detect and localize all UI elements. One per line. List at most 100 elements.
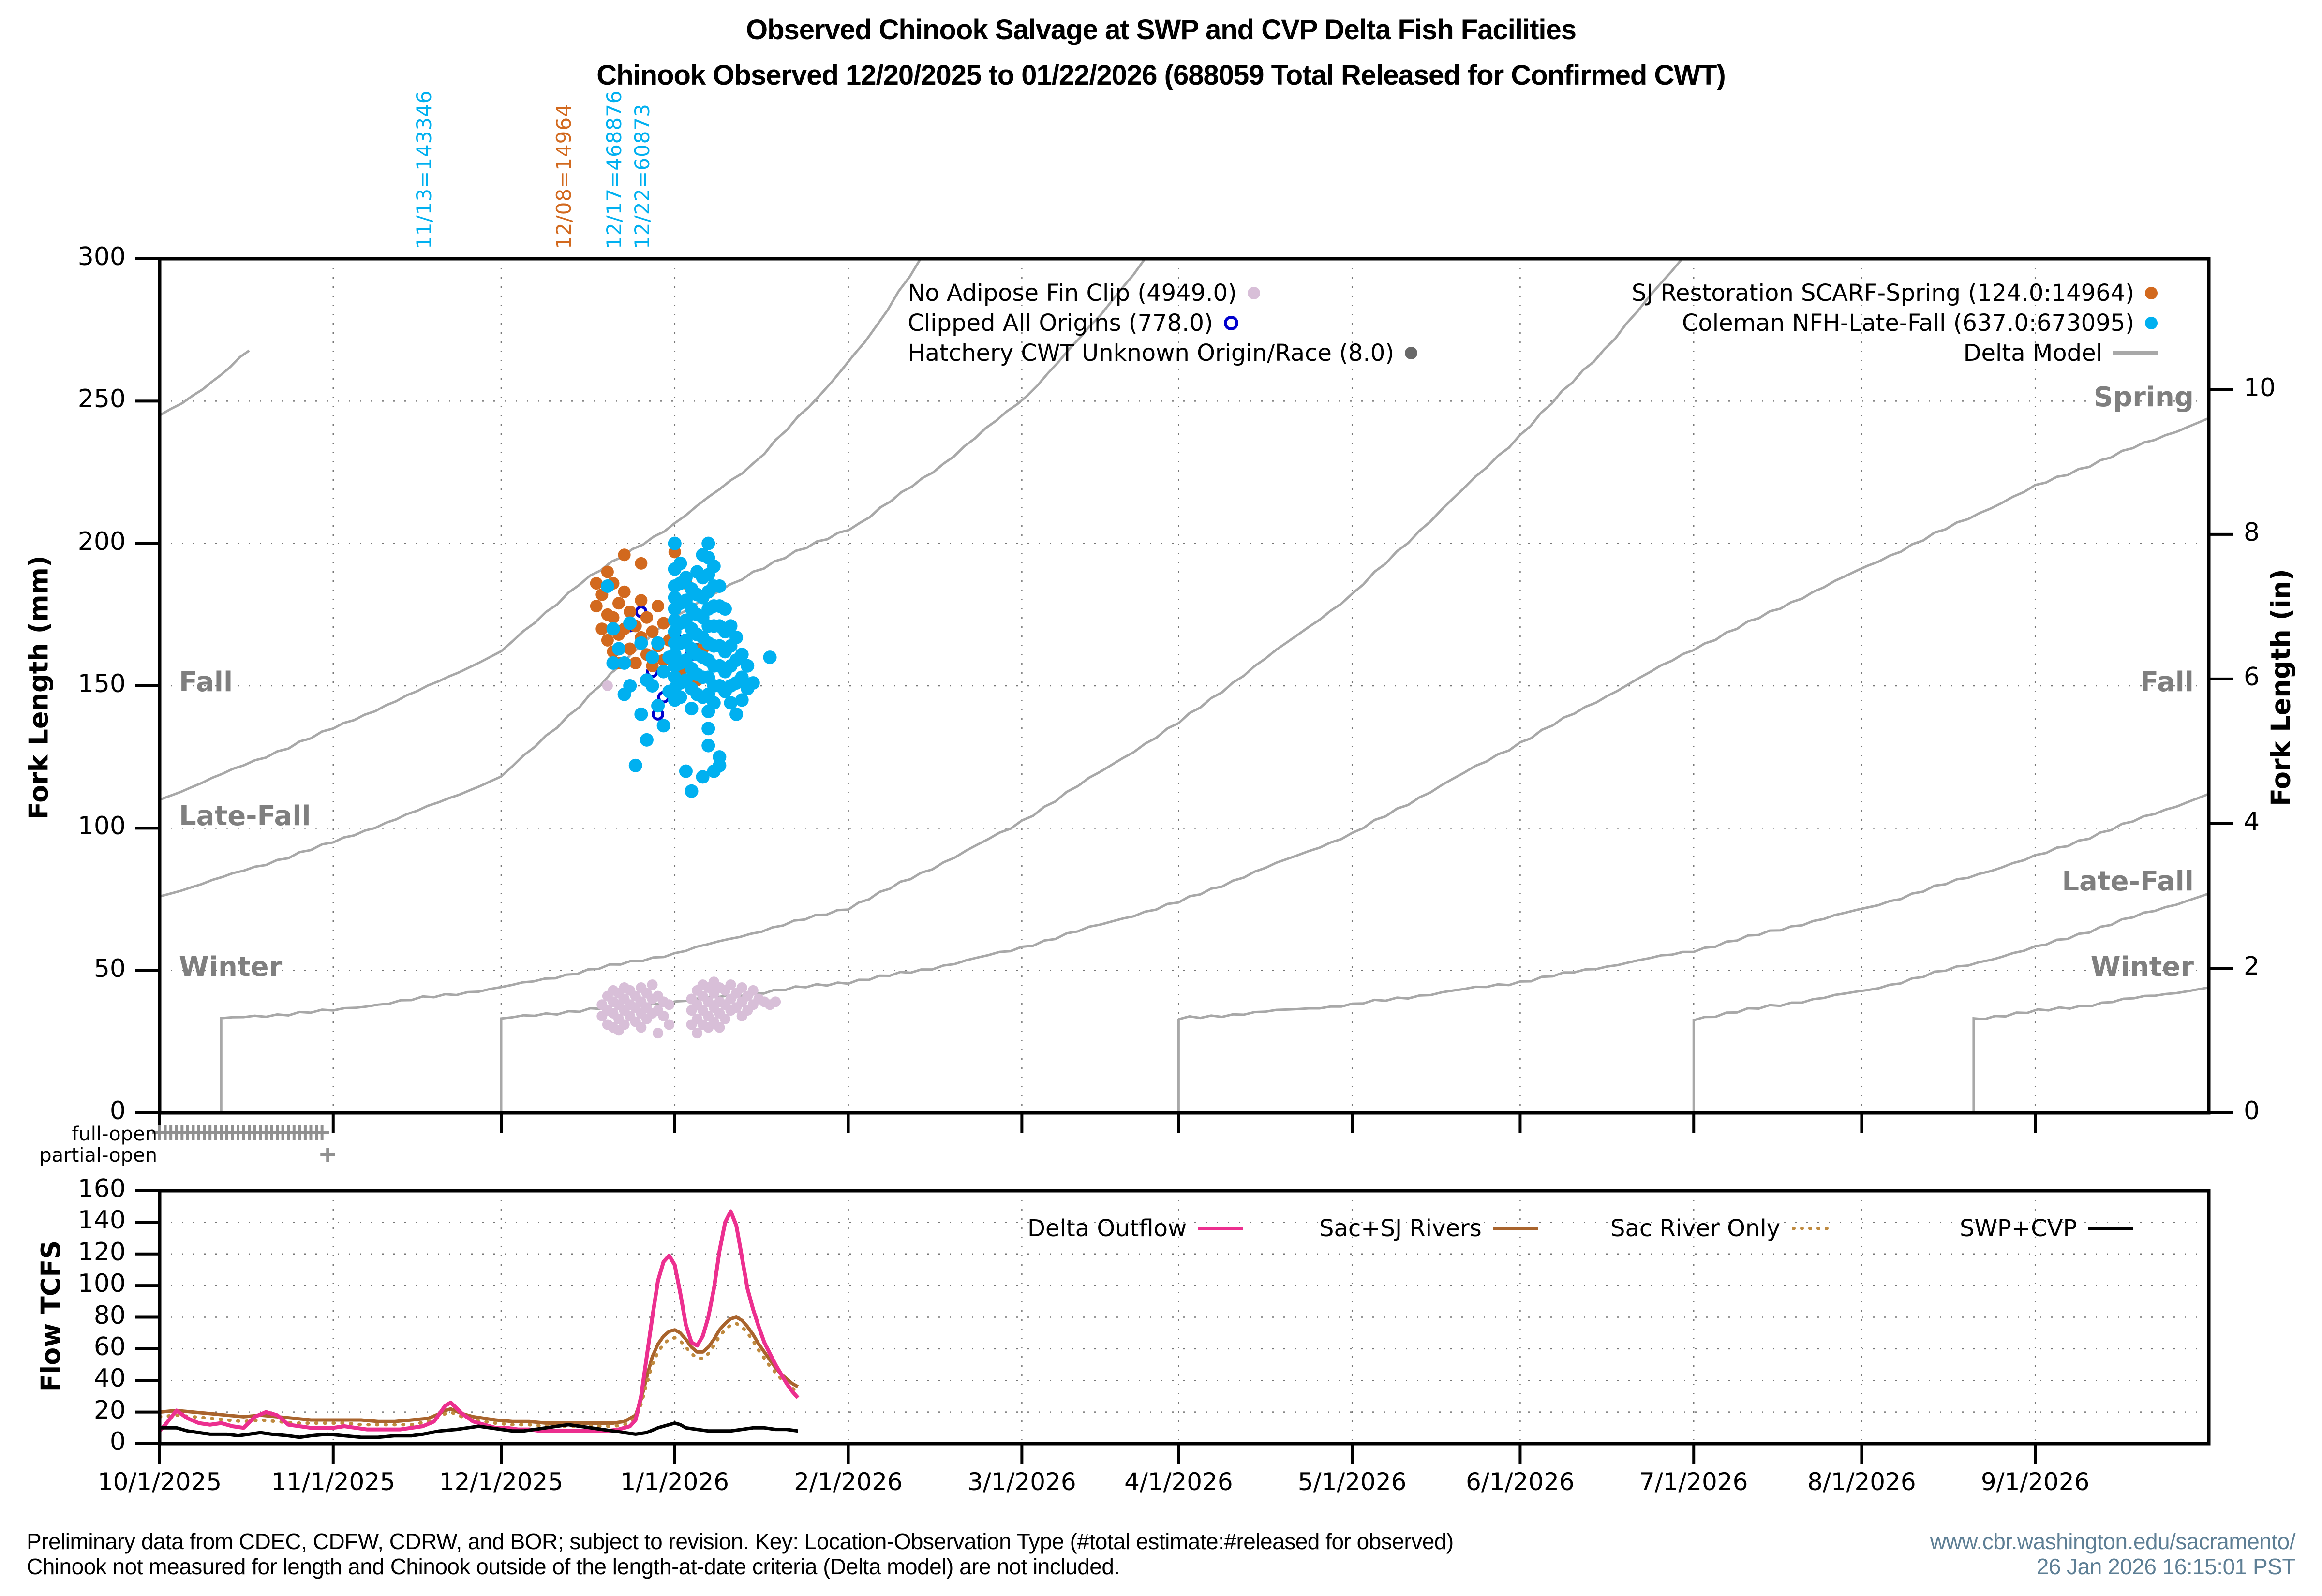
salvage-point [636,1022,647,1033]
main-legend-col2: SJ Restoration SCARF-Spring (124.0:14964… [1632,278,2158,368]
salvage-point [741,659,755,673]
salvage-point [724,696,738,710]
delta-model-curve [220,259,1684,1113]
sac-only-dotted-line-icon [1792,1227,1829,1230]
x-tick-label: 12/1/2025 [439,1468,564,1496]
footer-note-line2: Chinook not measured for length and Chin… [27,1554,1120,1579]
flow-y-tick-label: 140 [77,1206,126,1235]
salvage-point [618,548,631,562]
y-tick-label-mm: 50 [93,954,126,983]
legend-item: Clipped All Origins (778.0) [908,308,1417,338]
salvage-point [658,1010,669,1021]
main-legend-col1: No Adipose Fin Clip (4949.0) Clipped All… [908,278,1417,368]
y-tick-label-mm: 0 [109,1096,126,1125]
salvage-point [725,979,736,990]
legend-label: Hatchery CWT Unknown Origin/Race (8.0) [908,340,1394,367]
flow-y-tick-label: 160 [77,1174,126,1203]
race-label-latefall-left: Late-Fall [179,800,311,832]
salvage-point [606,656,620,670]
x-tick-label: 3/1/2026 [968,1468,1076,1496]
flow-y-tick-label: 80 [93,1300,126,1330]
salvage-point [763,650,777,665]
footer-note-line1: Preliminary data from CDEC, CDFW, CDRW, … [27,1529,1454,1554]
y-tick-label-in: 2 [2244,951,2260,981]
hatchery-unknown-dot-icon [1405,347,1417,359]
legend-item: Hatchery CWT Unknown Origin/Race (8.0) [908,338,1417,368]
flow-legend-sac-only: Sac River Only [1610,1215,1829,1242]
x-tick-label: 4/1/2026 [1124,1468,1233,1496]
salvage-point [679,764,693,778]
flow-y-tick-label: 100 [77,1269,126,1299]
x-tick-label: 7/1/2026 [1639,1468,1748,1496]
salvage-point [701,536,715,550]
race-label-latefall-right: Late-Fall [2062,866,2194,898]
salvage-point [701,739,715,753]
salvage-point [646,625,659,638]
flow-y-tick-label: 60 [93,1332,126,1361]
page-title: Observed Chinook Salvage at SWP and CVP … [745,14,1577,45]
y-tick-label-in: 10 [2244,373,2276,402]
salvage-point [735,670,749,684]
delta-model-curve [160,259,922,801]
salvage-point [653,1028,664,1039]
delta-model-curve [1972,986,2209,1113]
y-tick-label-in: 4 [2244,807,2260,836]
salvage-point [612,642,626,656]
coleman-dot-icon [2145,317,2158,329]
salvage-point [634,636,648,650]
salvage-point [601,565,614,578]
swp-cvp-line-icon [2088,1227,2133,1230]
salvage-point [668,536,682,550]
salvage-point [673,690,687,704]
salvage-point [606,622,620,636]
salvage-point [590,600,603,613]
salvage-point [624,642,637,655]
salvage-point [617,656,631,670]
delta-model-curve [160,349,250,416]
salvage-point [612,597,625,610]
flow-y-tick-label: 20 [93,1395,126,1425]
race-label-winter-left: Winter [179,951,283,983]
salvage-point [651,699,665,713]
no-adipose-dot-icon [1247,287,1260,299]
y-tick-label-mm: 100 [77,812,126,841]
race-label-winter-right: Winter [2090,951,2194,983]
salvage-point [600,579,614,593]
salvage-point [640,611,653,624]
y-tick-label-in: 0 [2244,1096,2260,1125]
legend-label: Coleman NFH-Late-Fall (637.0:673095) [1682,310,2134,337]
salvage-point [645,679,659,693]
delta-model-curve [500,417,2209,1113]
race-label-spring-right: Spring [2093,382,2194,414]
salvage-point [673,556,687,570]
legend-label: Delta Outflow [1027,1215,1187,1242]
race-label-fall-right: Fall [2140,666,2194,698]
delta-outflow-line-icon [1198,1227,1243,1230]
salvage-point [713,579,727,593]
flow-line [160,1421,798,1439]
flow-y-tick-label: 40 [93,1364,126,1393]
salvage-point [701,722,715,736]
legend-item: Coleman NFH-Late-Fall (637.0:673095) [1632,308,2158,338]
salvage-point [651,636,665,650]
salvage-point [618,585,631,598]
sj-restoration-dot-icon [2145,287,2158,299]
salvage-point [647,979,658,990]
flow-legend-delta-outflow: Delta Outflow [1027,1215,1243,1242]
salvage-point [656,719,670,733]
delta-model-curve [1692,892,2209,1113]
salvage-point [707,559,721,573]
flow-line [158,1209,800,1433]
legend-item: No Adipose Fin Clip (4949.0) [908,278,1417,308]
salvage-point [640,733,654,747]
y-tick-label-mm: 250 [77,384,126,414]
salvage-point [685,702,699,716]
page-subtitle: Chinook Observed 12/20/2025 to 01/22/202… [596,59,1726,91]
y-tick-label-in: 8 [2244,517,2260,547]
salvage-point [595,622,609,635]
x-tick-label: 1/1/2026 [620,1468,729,1496]
sac-sj-line-icon [1493,1227,1538,1230]
salvage-point [629,656,642,669]
y-tick-label-mm: 150 [77,669,126,698]
